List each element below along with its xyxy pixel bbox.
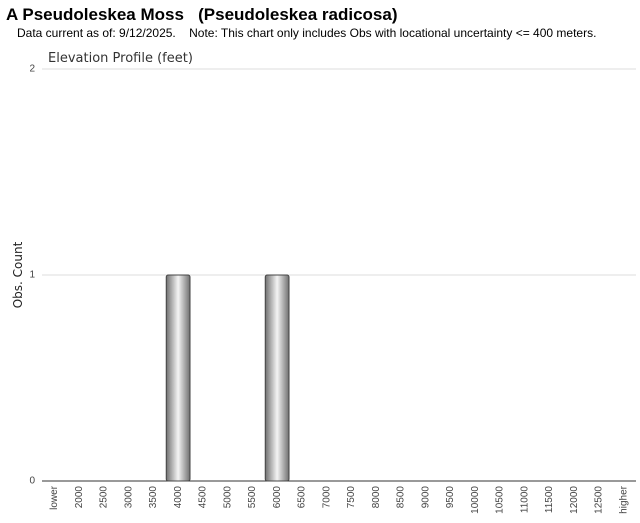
- x-tick-label: higher: [618, 485, 629, 513]
- x-tick-label: 5000: [222, 486, 233, 509]
- x-tick-label: 6500: [297, 486, 308, 509]
- x-tick-label: 11500: [544, 486, 555, 514]
- y-axis-label: Obs. Count: [11, 241, 25, 308]
- y-tick-label: 1: [29, 270, 35, 281]
- y-tick-label: 0: [29, 476, 35, 487]
- x-tick-label: 8000: [371, 486, 382, 509]
- chart-title: A Pseudoleskea Moss (Pseudoleskea radico…: [6, 5, 397, 24]
- x-tick-label: 2000: [74, 486, 85, 509]
- x-tick-label: 5500: [247, 486, 258, 509]
- bar: [165, 274, 191, 482]
- x-tick-label: lower: [49, 485, 60, 510]
- x-tick-label: 11000: [519, 486, 530, 514]
- x-tick-label: 10000: [470, 486, 481, 514]
- x-tick-label: 4000: [173, 486, 184, 509]
- x-tick-label: 3000: [123, 486, 134, 509]
- plot-title: Elevation Profile (feet): [48, 51, 193, 66]
- x-tick-label: 3500: [148, 486, 159, 509]
- y-tick-label: 2: [29, 64, 35, 75]
- x-tick-label: 10500: [495, 486, 506, 514]
- x-tick-label: 4500: [198, 486, 209, 509]
- chart-subtitle: Data current as of: 9/12/2025. Note: Thi…: [17, 26, 596, 40]
- x-tick-label: 6000: [272, 486, 283, 509]
- x-tick-label: 9000: [420, 486, 431, 509]
- x-tick-label: 9500: [445, 486, 456, 509]
- x-tick-label: 12500: [594, 486, 605, 514]
- x-tick-label: 8500: [396, 486, 407, 509]
- x-tick-label: 2500: [99, 486, 110, 509]
- x-tick-label: 12000: [569, 486, 580, 514]
- x-tick-label: 7000: [321, 486, 332, 509]
- bar: [264, 274, 290, 482]
- x-tick-label: 7500: [346, 486, 357, 509]
